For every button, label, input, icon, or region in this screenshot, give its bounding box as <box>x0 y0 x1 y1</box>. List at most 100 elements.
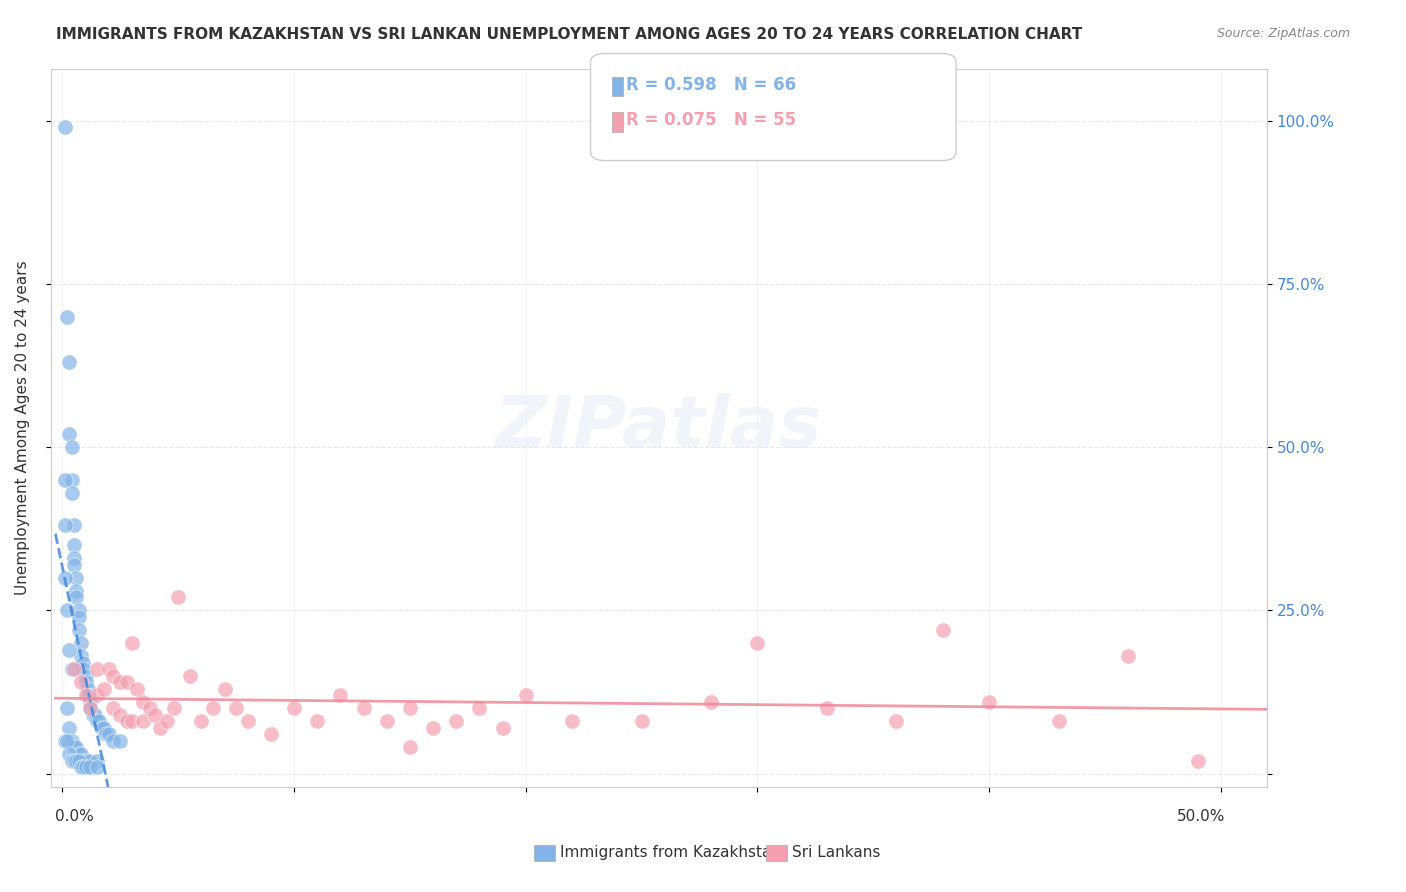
Point <box>67 747 90 761</box>
Point <box>72 754 94 768</box>
Point <box>399 701 422 715</box>
Point <box>53 734 76 748</box>
Point <box>1116 648 1139 663</box>
Point <box>58 642 80 657</box>
Point <box>93 721 115 735</box>
Point <box>60 486 83 500</box>
Point <box>72 656 94 670</box>
Point <box>143 707 166 722</box>
Point <box>1187 754 1209 768</box>
Point <box>190 714 212 729</box>
Point <box>63 740 86 755</box>
Point <box>630 714 652 729</box>
Point <box>179 668 201 682</box>
Point <box>65 571 87 585</box>
Point <box>63 518 86 533</box>
Point <box>79 754 101 768</box>
Point <box>58 747 80 761</box>
Point <box>422 721 444 735</box>
Text: R = 0.598   N = 66: R = 0.598 N = 66 <box>626 76 796 94</box>
Point <box>58 355 80 369</box>
Text: R = 0.075   N = 55: R = 0.075 N = 55 <box>626 112 796 129</box>
Point <box>700 695 723 709</box>
Point <box>65 583 87 598</box>
Point <box>86 760 108 774</box>
Point <box>399 740 422 755</box>
Point <box>89 714 111 729</box>
Point <box>75 688 97 702</box>
Point <box>75 760 97 774</box>
Text: Sri Lankans: Sri Lankans <box>792 846 880 860</box>
Text: Immigrants from Kazakhstan: Immigrants from Kazakhstan <box>560 846 780 860</box>
Point <box>307 714 329 729</box>
Point <box>67 754 90 768</box>
Point <box>747 636 769 650</box>
Point <box>53 571 76 585</box>
Point <box>53 120 76 135</box>
Point <box>58 427 80 442</box>
Point <box>77 681 100 696</box>
Point <box>70 636 93 650</box>
Point <box>72 662 94 676</box>
Point <box>79 760 101 774</box>
Point <box>63 662 86 676</box>
Point <box>561 714 583 729</box>
Point <box>60 473 83 487</box>
Point <box>236 714 259 729</box>
Point <box>56 310 79 324</box>
Point <box>110 675 132 690</box>
Point <box>63 551 86 566</box>
Point <box>86 754 108 768</box>
Point <box>110 734 132 748</box>
Point <box>156 714 179 729</box>
Point <box>82 707 104 722</box>
Point <box>132 714 155 729</box>
Point <box>63 754 86 768</box>
Point <box>63 558 86 572</box>
Point <box>75 668 97 682</box>
Point <box>329 688 352 702</box>
Point <box>96 727 118 741</box>
Point <box>886 714 908 729</box>
Point <box>72 760 94 774</box>
Point <box>70 747 93 761</box>
Point <box>90 721 112 735</box>
Point <box>977 695 1000 709</box>
Point <box>53 518 76 533</box>
Point <box>60 734 83 748</box>
Point <box>86 688 108 702</box>
Point <box>121 714 143 729</box>
Point <box>56 734 79 748</box>
Point <box>79 695 101 709</box>
Text: Source: ZipAtlas.com: Source: ZipAtlas.com <box>1216 27 1350 40</box>
Point <box>56 701 79 715</box>
Point <box>65 754 87 768</box>
Point <box>79 701 101 715</box>
Point <box>125 681 148 696</box>
Point <box>86 714 108 729</box>
Point <box>97 662 120 676</box>
Point <box>283 701 305 715</box>
Point <box>70 675 93 690</box>
Point <box>70 760 93 774</box>
Point <box>491 721 513 735</box>
Point <box>815 701 838 715</box>
Point <box>65 591 87 605</box>
Point <box>103 701 125 715</box>
Point <box>60 440 83 454</box>
Point <box>117 714 139 729</box>
Point <box>67 603 90 617</box>
Point <box>103 668 125 682</box>
Point <box>75 754 97 768</box>
Point <box>132 695 155 709</box>
Point <box>86 662 108 676</box>
Text: 0.0%: 0.0% <box>55 809 94 824</box>
Point <box>162 701 184 715</box>
Point <box>79 701 101 715</box>
Text: ZIPatlas: ZIPatlas <box>495 393 823 462</box>
Point <box>515 688 537 702</box>
Point <box>117 675 139 690</box>
Point <box>121 636 143 650</box>
Point <box>931 623 953 637</box>
Point <box>60 754 83 768</box>
